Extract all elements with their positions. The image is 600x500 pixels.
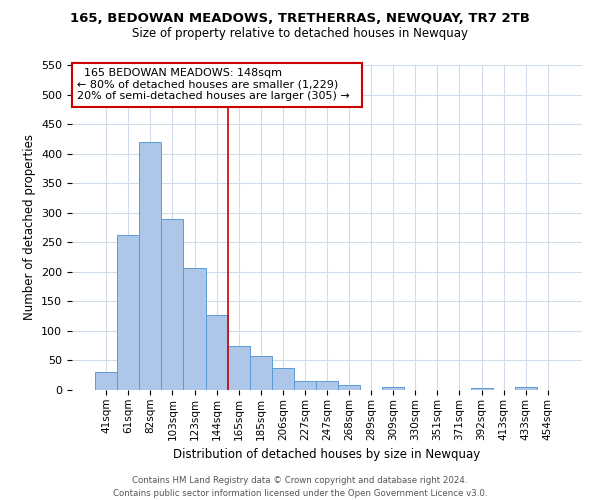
Bar [338, 386, 360, 390]
Bar [294, 381, 316, 390]
Bar [95, 372, 117, 390]
Text: 165, BEDOWAN MEADOWS, TRETHERRAS, NEWQUAY, TR7 2TB: 165, BEDOWAN MEADOWS, TRETHERRAS, NEWQUA… [70, 12, 530, 26]
Text: 165 BEDOWAN MEADOWS: 148sqm
← 80% of detached houses are smaller (1,229)
20% of : 165 BEDOWAN MEADOWS: 148sqm ← 80% of det… [77, 68, 357, 102]
Bar [470, 388, 493, 390]
Bar [117, 235, 139, 390]
Text: Contains HM Land Registry data © Crown copyright and database right 2024.
Contai: Contains HM Land Registry data © Crown c… [113, 476, 487, 498]
Bar [515, 387, 537, 390]
Bar [316, 381, 338, 390]
Bar [139, 142, 161, 390]
Text: Size of property relative to detached houses in Newquay: Size of property relative to detached ho… [132, 28, 468, 40]
Y-axis label: Number of detached properties: Number of detached properties [23, 134, 35, 320]
Bar [227, 346, 250, 390]
Bar [206, 315, 227, 390]
X-axis label: Distribution of detached houses by size in Newquay: Distribution of detached houses by size … [173, 448, 481, 461]
Bar [382, 387, 404, 390]
Bar [272, 368, 294, 390]
Bar [184, 268, 206, 390]
Bar [250, 356, 272, 390]
Bar [161, 218, 184, 390]
